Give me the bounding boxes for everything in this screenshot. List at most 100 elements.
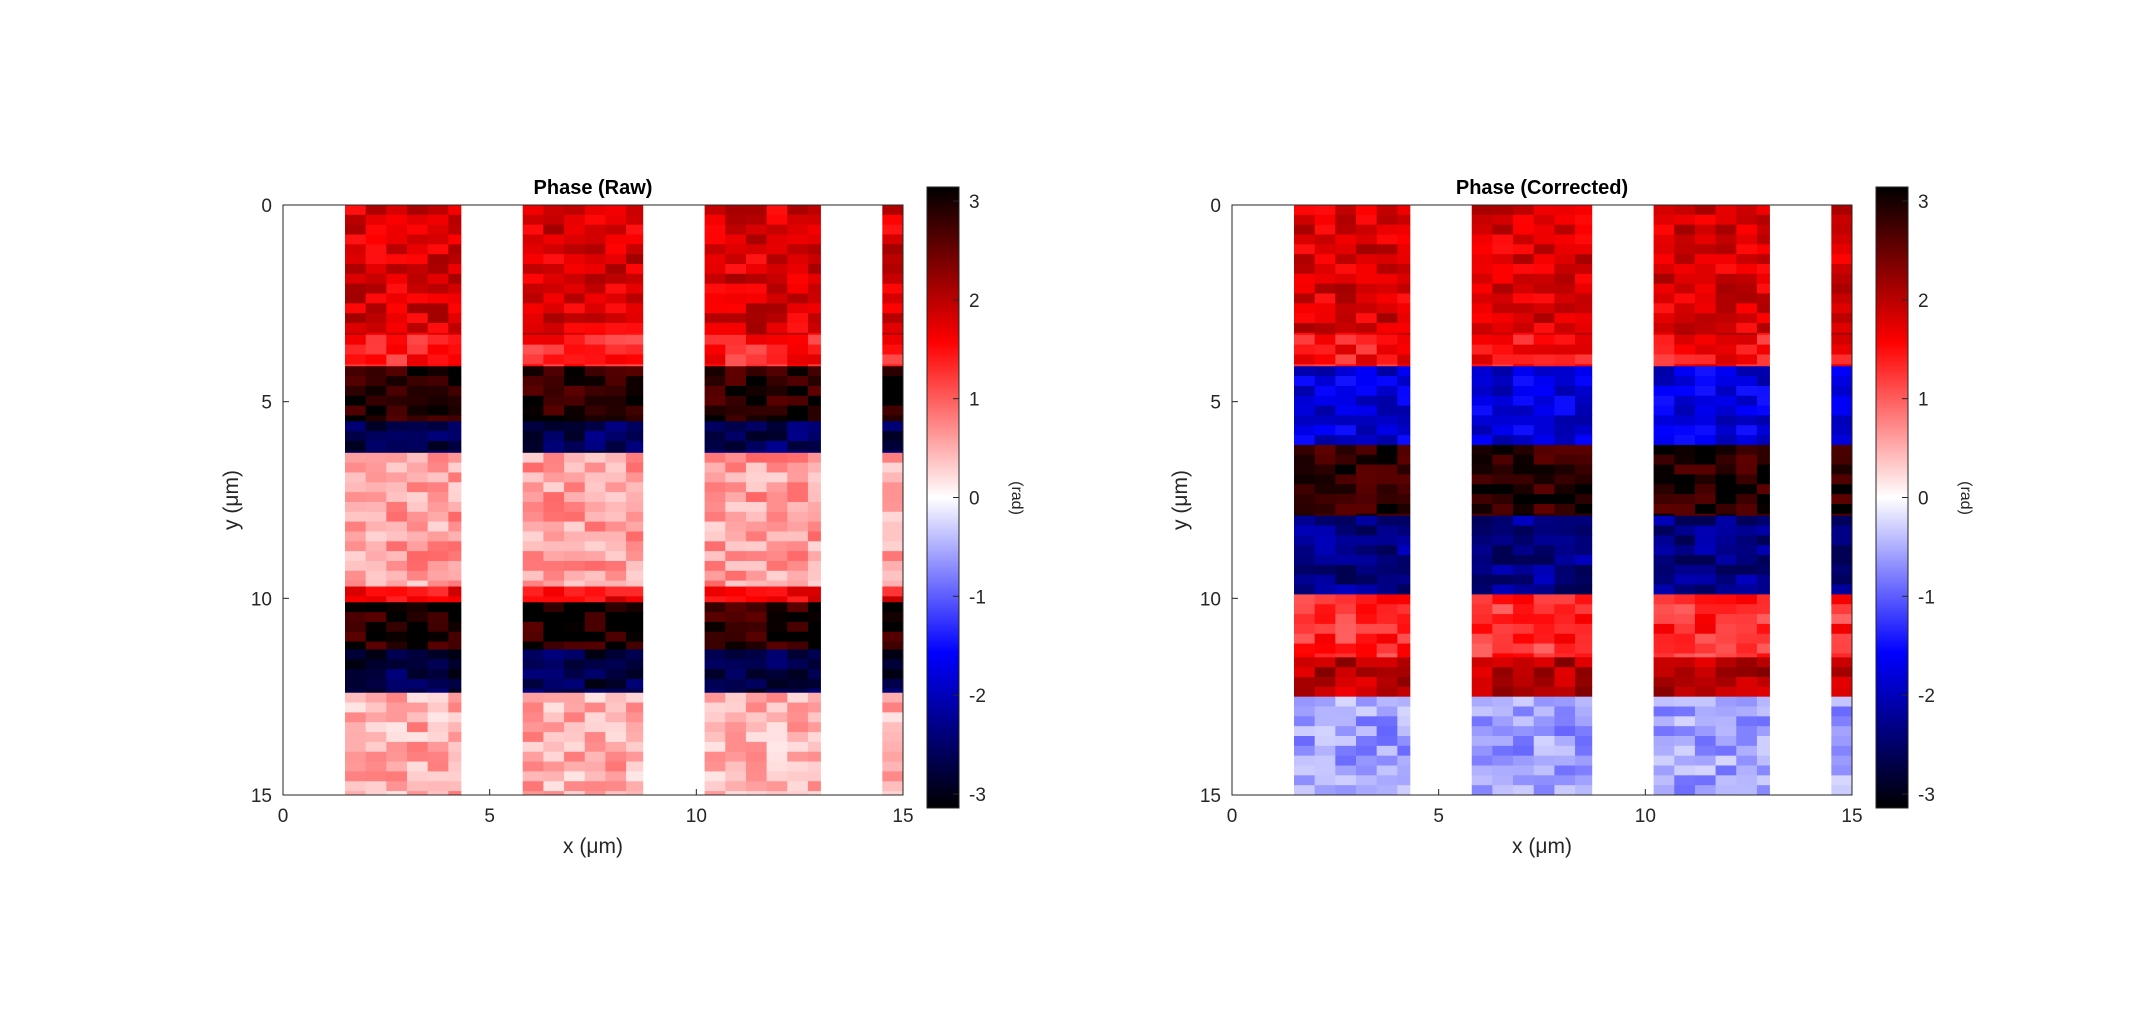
heatmap-cell [584, 405, 606, 417]
heatmap-cell [745, 462, 768, 474]
heatmap-cell [725, 332, 747, 336]
plot-frame [1231, 204, 1853, 796]
heatmap-cell [1736, 334, 1758, 346]
heatmap-cell [427, 293, 449, 304]
heatmap-cell [1376, 594, 1398, 605]
heatmap-cell [807, 273, 821, 285]
heatmap-cell [448, 334, 462, 346]
heatmap-cell [1715, 283, 1737, 295]
heatmap-cell [1471, 474, 1493, 485]
heatmap-cell [543, 570, 565, 582]
heatmap-cell [522, 521, 544, 533]
heatmap-cell [1554, 584, 1576, 595]
heatmap-cell [1653, 706, 1675, 717]
heatmap-cell [1376, 474, 1398, 485]
heatmap-cell [725, 323, 747, 334]
heatmap-cell [1376, 545, 1398, 556]
heatmap-cell [1471, 484, 1493, 495]
heatmap-cell [1376, 706, 1398, 717]
heatmap-cell [1356, 474, 1378, 485]
heatmap-cell [1397, 633, 1411, 645]
heatmap-cell [427, 586, 449, 597]
heatmap-cell [626, 421, 644, 432]
heatmap-cell [704, 376, 726, 387]
heatmap-cell [386, 332, 408, 336]
heatmap-cell [1471, 574, 1493, 586]
heatmap-cell [1335, 405, 1357, 417]
heatmap-cell [1756, 385, 1770, 397]
heatmap-cell [1575, 435, 1593, 446]
heatmap-cell [1653, 677, 1675, 688]
heatmap-cell [1356, 545, 1378, 556]
heatmap-cell [766, 450, 788, 454]
heatmap-cell [448, 421, 462, 432]
heatmap-cell [448, 586, 462, 597]
heatmap-cell [626, 602, 644, 613]
heatmap-cell [1376, 405, 1398, 417]
heatmap-cell [1513, 525, 1535, 536]
heatmap-cell [605, 405, 627, 417]
heatmap-cell [564, 224, 586, 236]
heatmap-cell [427, 450, 449, 454]
heatmap-cell [882, 254, 903, 265]
heatmap-cell [882, 678, 903, 690]
heatmap-cell [427, 781, 449, 792]
heatmap-cell [1314, 643, 1336, 654]
heatmap-cell [1533, 425, 1555, 436]
heatmap-cell [725, 452, 747, 464]
heatmap-cell [448, 781, 462, 792]
heatmap-cell [1471, 435, 1493, 446]
heatmap-cell [766, 722, 788, 733]
heatmap-cell [1335, 755, 1357, 767]
heatmap-cell [1554, 494, 1576, 505]
heatmap-cell [725, 395, 747, 407]
heatmap-cell [1653, 584, 1675, 595]
heatmap-cell [1533, 574, 1555, 586]
heatmap-cell [1314, 736, 1336, 747]
heatmap-cell [427, 214, 449, 226]
heatmap-cell [766, 602, 788, 613]
heatmap-cell [1471, 686, 1493, 698]
heatmap-cell [882, 323, 903, 334]
heatmap-cell [1492, 574, 1514, 586]
heatmap-cell [407, 560, 429, 572]
heatmap-cell [386, 688, 408, 694]
heatmap-cell [1314, 254, 1336, 265]
heatmap-cell [725, 692, 747, 704]
heatmap-cell [766, 570, 788, 582]
heatmap-cell [745, 450, 768, 454]
heatmap-cell [807, 649, 821, 660]
heatmap-cell [1356, 696, 1378, 708]
heatmap-cell [1715, 736, 1737, 747]
heatmap-cell [1335, 604, 1357, 615]
heatmap-cell [1533, 503, 1555, 515]
heatmap-cell [787, 293, 809, 304]
heatmap-cell [1356, 234, 1378, 245]
heatmap-cell [1674, 745, 1696, 757]
heatmap-cell [1674, 293, 1696, 304]
heatmap-cell [1376, 653, 1398, 658]
heatmap-cell [1294, 444, 1316, 456]
heatmap-cell [1715, 405, 1737, 417]
heatmap-cell [1397, 444, 1411, 456]
heatmap-cell [1335, 745, 1357, 757]
heatmap-cell [1694, 604, 1717, 615]
heatmap-cell [564, 405, 586, 417]
heatmap-cell [725, 659, 747, 670]
heatmap-cell [407, 781, 429, 792]
heatmap-cell [1397, 564, 1411, 576]
heatmap-cell [1356, 224, 1378, 236]
heatmap-cell [1335, 293, 1357, 304]
heatmap-cell [522, 395, 544, 407]
heatmap-cell [1554, 334, 1576, 346]
heatmap-cell [345, 702, 367, 713]
heatmap-cell [584, 602, 606, 613]
heatmap-cell [584, 450, 606, 454]
heatmap-cell [345, 531, 367, 542]
heatmap-cell [564, 649, 586, 660]
heatmap-cell [725, 521, 747, 533]
heatmap-cell [725, 669, 747, 680]
heatmap-cell [1314, 293, 1336, 304]
heatmap-cell [1471, 584, 1493, 595]
